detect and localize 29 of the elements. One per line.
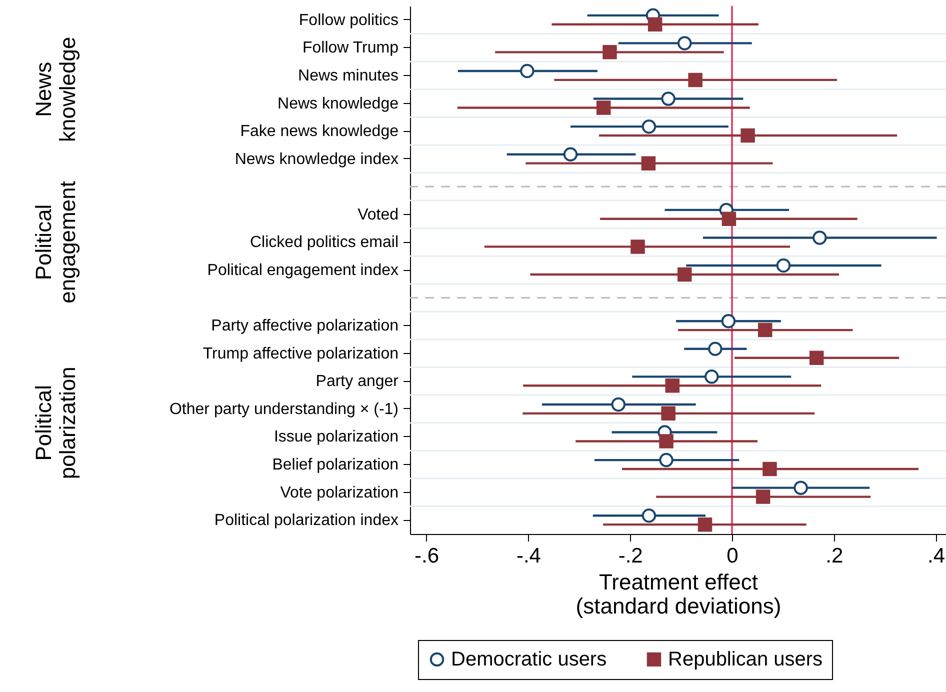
y-tick-label: News knowledge: [278, 95, 399, 112]
text: Political engagement: [31, 181, 80, 304]
y-tick-label: Issue polarization: [274, 428, 398, 446]
legend-label: Republican users: [668, 648, 823, 670]
y-tick-label: News knowledge index: [234, 150, 398, 168]
y-tick-label: Party affective polarization: [211, 318, 398, 335]
x-axis-title: Treatment effect (standard deviations): [576, 570, 782, 618]
x-tick-label: -.2: [618, 544, 643, 568]
y-tick-label: Fake news knowledge: [240, 123, 399, 140]
y-tick-label: Party anger: [316, 373, 400, 390]
y-tick-label: Clicked politics email: [250, 234, 398, 252]
text: News knowledge: [31, 36, 80, 142]
y-tick-label: Other party understanding × (-1): [169, 400, 398, 418]
legend-label: Democratic users: [451, 648, 607, 670]
y-tick-label: Political engagement index: [207, 262, 398, 279]
y-tick-label: News minutes: [298, 67, 398, 84]
y-tick-label: Trump affective polarization: [202, 345, 398, 362]
y-tick-label: Follow politics: [298, 12, 398, 29]
y-tick-label: Political polarization index: [214, 512, 398, 530]
y-tick-label: Belief polarization: [272, 456, 398, 474]
text: Political polarization: [31, 366, 80, 480]
y-tick-label: Vote polarization: [280, 484, 398, 502]
x-tick-label: -.6: [414, 544, 440, 568]
x-tick-label: -.4: [516, 544, 542, 568]
x-tick-label: .2: [826, 544, 844, 568]
y-tick-label: Follow Trump: [302, 40, 399, 57]
x-tick-label: .4: [928, 544, 946, 568]
y-tick-label: Voted: [358, 206, 398, 224]
x-tick-label: 0: [726, 544, 738, 568]
